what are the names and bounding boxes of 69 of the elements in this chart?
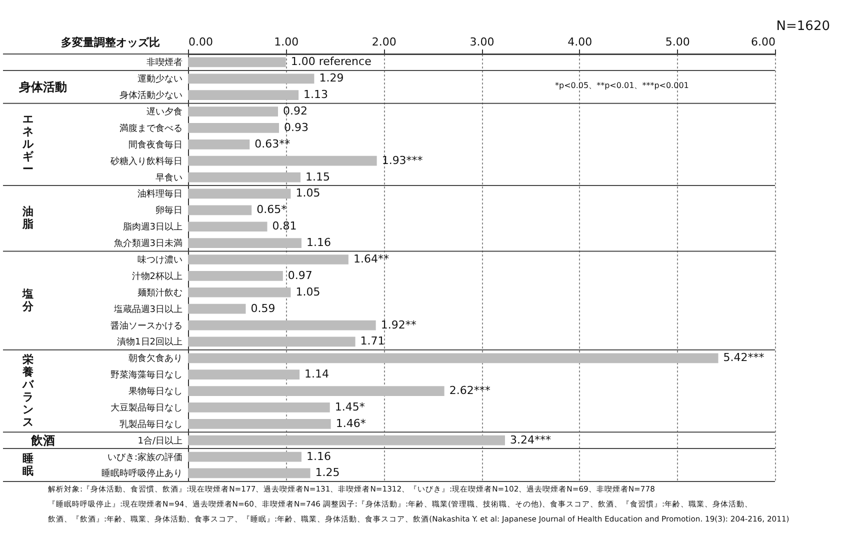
data-label: 1.45* <box>334 400 366 414</box>
data-label: 0.63** <box>254 137 291 150</box>
y-tick-label: 砂糖入り飲料毎日 <box>110 156 182 167</box>
y-tick-label: 大豆製品毎日なし <box>110 402 182 414</box>
y-tick-label: 脂肉週3日以上 <box>122 222 182 233</box>
text: 睡眠 <box>22 452 34 478</box>
x-tick-label: 3.00 <box>470 36 494 48</box>
data-label: 1.00 reference <box>290 55 372 68</box>
y-tick-label: 味つけ濃い <box>138 254 182 266</box>
text: エネルギー <box>22 112 34 176</box>
data-label: 1.64** <box>353 252 390 266</box>
y-tick-label: 朝食欠食あり <box>128 353 182 364</box>
y-tick-label: 油料理毎日 <box>138 188 182 200</box>
x-tick-label: 6.00 <box>751 36 776 48</box>
y-tick-label: 卵毎日 <box>156 205 182 216</box>
y-tick-label: 1合/日以上 <box>138 435 182 446</box>
x-tick-label: 1.00 <box>274 36 299 48</box>
data-label: 3.24*** <box>510 433 552 446</box>
x-tick-label: 2.00 <box>372 36 396 48</box>
data-label: 1.16 <box>306 236 331 250</box>
y-tick-label: 早食い <box>156 172 182 184</box>
text: 油脂 <box>22 205 34 231</box>
data-label: 1.71 <box>360 334 385 348</box>
data-label: 5.42*** <box>723 351 765 364</box>
data-label: 1.29 <box>319 72 344 85</box>
y-tick-label: 野菜海藻毎日なし <box>110 370 182 381</box>
data-label: 1.15 <box>306 170 330 184</box>
x-tick-label: 0.00 <box>188 36 213 48</box>
annotation: *p<0.05、**p<0.01、***p<0.001 <box>555 81 689 90</box>
y-tick-label: 間食夜食毎日 <box>128 139 182 150</box>
data-label: 1.25 <box>315 466 340 480</box>
data-label: 2.62*** <box>449 384 491 398</box>
data-label: 1.16 <box>306 450 331 463</box>
x-tick-label: 5.00 <box>665 36 690 48</box>
text: N=1620 <box>776 19 830 34</box>
x-tick-label: 4.00 <box>568 36 592 48</box>
y-tick-label: 満腹まで食べる <box>120 122 182 134</box>
y-tick-label: 睡眠時呼吸停止あり <box>102 468 182 480</box>
text: 身体活動 <box>18 80 67 94</box>
data-label: 1.14 <box>304 368 330 381</box>
text: 塩分 <box>22 287 34 313</box>
y-tick-label: 乳製品毎日なし <box>120 418 182 430</box>
y-tick-label: 醤油ソースかける <box>110 320 182 332</box>
text: 飲酒 <box>30 433 55 448</box>
data-label: 1.13 <box>304 88 328 102</box>
data-label: 1.93*** <box>382 154 424 167</box>
data-label: 1.05 <box>296 285 320 298</box>
data-label: 0.65* <box>256 203 288 216</box>
y-tick-label: 果物毎日なし <box>128 386 182 398</box>
data-label: 0.59 <box>250 302 276 315</box>
data-label: 1.05 <box>296 186 320 200</box>
y-tick-label: 遅い夕食 <box>146 106 182 118</box>
data-label: 0.93 <box>284 120 308 134</box>
y-tick-label: 汁物2杯以上 <box>132 270 182 282</box>
text: 栄養バランス <box>22 352 34 428</box>
data-label: 0.92 <box>283 104 308 118</box>
data-label: 0.81 <box>272 220 297 233</box>
data-label: 0.97 <box>288 268 312 282</box>
data-label: 1.46* <box>336 416 366 430</box>
y-tick-label: 漬物1日2回以上 <box>117 336 182 348</box>
y-tick-label: 塩蔵品週3日以上 <box>112 304 182 315</box>
y-tick-label: 身体活動少ない <box>120 90 182 102</box>
y-tick-label: 運動少ない <box>138 74 182 85</box>
y-tick-label: 麺類汁飲む <box>138 287 182 298</box>
data-label: 1.92** <box>380 318 417 332</box>
y-tick-label: 非喫煙者 <box>146 57 182 68</box>
y-tick-label: いびき:家族の評価 <box>107 452 182 463</box>
y-tick-label: 魚介類週3日未満 <box>114 238 182 250</box>
chart-title: 多変量調整オッズ比 <box>61 36 160 49</box>
